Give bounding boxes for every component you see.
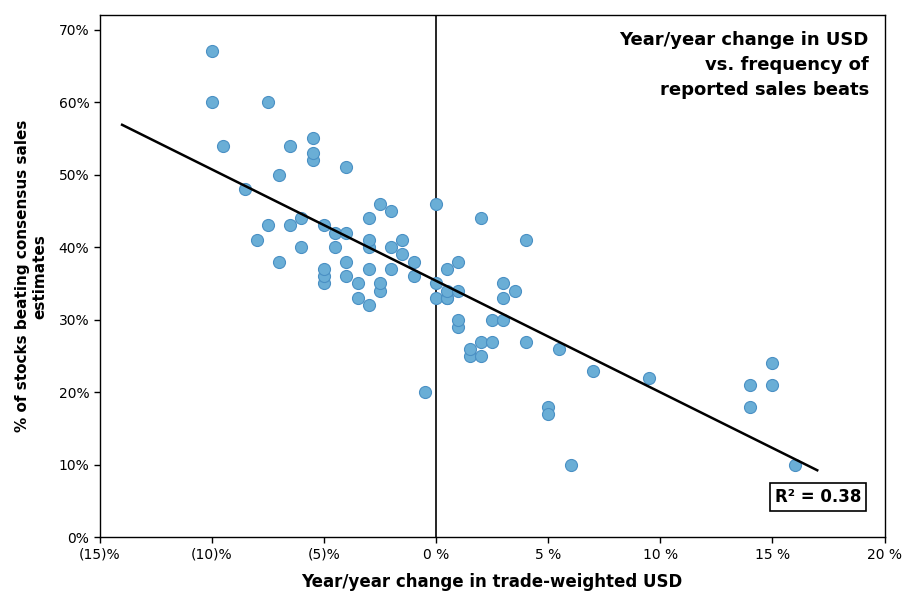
Point bbox=[406, 271, 421, 281]
Point bbox=[451, 286, 466, 296]
Point bbox=[451, 257, 466, 267]
Point bbox=[372, 199, 387, 208]
Point bbox=[260, 97, 275, 107]
Point bbox=[372, 279, 387, 288]
Point bbox=[440, 293, 455, 303]
Point bbox=[743, 380, 757, 390]
Point bbox=[372, 286, 387, 296]
Text: Year/year change in USD
vs. frequency of
reported sales beats: Year/year change in USD vs. frequency of… bbox=[619, 31, 868, 99]
Point bbox=[518, 337, 533, 347]
Point bbox=[350, 293, 365, 303]
Point bbox=[642, 373, 657, 382]
Point bbox=[541, 402, 556, 411]
Point bbox=[238, 184, 253, 194]
Point bbox=[485, 315, 500, 325]
Point bbox=[350, 279, 365, 288]
Point bbox=[765, 380, 779, 390]
Point bbox=[361, 264, 376, 274]
Point bbox=[204, 97, 219, 107]
Point bbox=[406, 257, 421, 267]
Point bbox=[428, 293, 443, 303]
X-axis label: Year/year change in trade-weighted USD: Year/year change in trade-weighted USD bbox=[302, 573, 683, 591]
Point bbox=[788, 460, 802, 470]
Point bbox=[294, 242, 309, 252]
Point bbox=[204, 47, 219, 56]
Point bbox=[305, 133, 320, 143]
Point bbox=[384, 264, 399, 274]
Point bbox=[316, 221, 331, 230]
Point bbox=[765, 359, 779, 368]
Point bbox=[395, 235, 410, 245]
Point bbox=[451, 322, 466, 332]
Point bbox=[440, 293, 455, 303]
Point bbox=[507, 286, 522, 296]
Point bbox=[451, 315, 466, 325]
Point bbox=[462, 344, 477, 354]
Point bbox=[395, 250, 410, 259]
Point bbox=[586, 366, 601, 376]
Point bbox=[428, 199, 443, 208]
Point bbox=[361, 242, 376, 252]
Point bbox=[249, 235, 264, 245]
Point bbox=[339, 228, 354, 238]
Point bbox=[440, 264, 455, 274]
Point bbox=[417, 387, 432, 397]
Point bbox=[552, 344, 567, 354]
Point bbox=[743, 402, 757, 411]
Y-axis label: % of stocks beating consensus sales
estimates: % of stocks beating consensus sales esti… bbox=[15, 120, 48, 433]
Point bbox=[563, 460, 578, 470]
Point bbox=[260, 221, 275, 230]
Point bbox=[361, 235, 376, 245]
Point bbox=[215, 141, 230, 150]
Point bbox=[271, 257, 286, 267]
Point bbox=[316, 271, 331, 281]
Point bbox=[294, 213, 309, 223]
Point bbox=[361, 213, 376, 223]
Point bbox=[496, 315, 511, 325]
Point bbox=[384, 242, 399, 252]
Point bbox=[271, 170, 286, 179]
Point bbox=[518, 235, 533, 245]
Point bbox=[327, 242, 342, 252]
Point bbox=[428, 279, 443, 288]
Point bbox=[283, 141, 298, 150]
Point bbox=[361, 301, 376, 310]
Point bbox=[305, 155, 320, 165]
Point bbox=[496, 293, 511, 303]
Point bbox=[473, 213, 488, 223]
Point bbox=[462, 351, 477, 361]
Point bbox=[305, 148, 320, 158]
Point bbox=[541, 409, 556, 419]
Point bbox=[316, 264, 331, 274]
Point bbox=[327, 228, 342, 238]
Text: R² = 0.38: R² = 0.38 bbox=[775, 488, 861, 506]
Point bbox=[496, 279, 511, 288]
Point bbox=[473, 351, 488, 361]
Point bbox=[473, 337, 488, 347]
Point bbox=[440, 286, 455, 296]
Point bbox=[339, 257, 354, 267]
Point bbox=[339, 162, 354, 172]
Point bbox=[316, 279, 331, 288]
Point bbox=[485, 337, 500, 347]
Point bbox=[283, 221, 298, 230]
Point bbox=[339, 271, 354, 281]
Point bbox=[384, 206, 399, 216]
